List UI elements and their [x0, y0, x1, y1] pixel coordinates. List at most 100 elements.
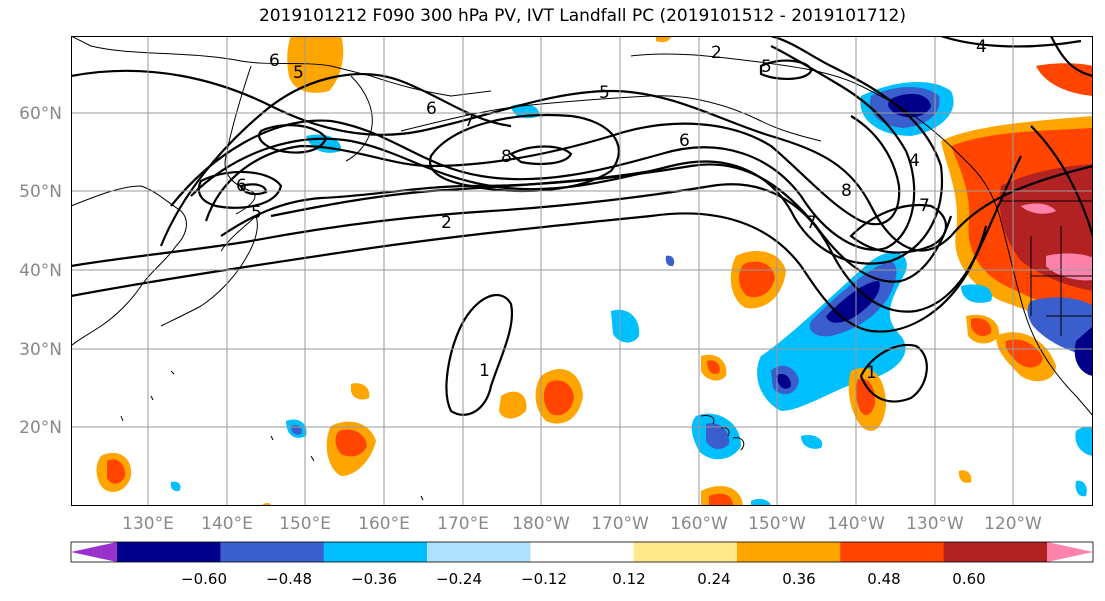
- colorbar-tick-label: −0.60: [181, 570, 227, 588]
- graticule: [71, 36, 1093, 506]
- pv-contour: [71, 183, 988, 313]
- lon-label-170e: 170°E: [437, 514, 489, 534]
- contour-label: 7: [464, 111, 475, 131]
- lat-label-50n: 50°N: [19, 182, 62, 202]
- lon-label-180w: 180°W: [512, 514, 570, 534]
- coastline-asia: [71, 36, 492, 97]
- positive-anomaly-region: [543, 380, 574, 416]
- lon-label-140e: 140°E: [201, 514, 253, 534]
- colorbar-tick-label: −0.12: [521, 570, 567, 588]
- contour-label: 5: [761, 57, 772, 77]
- positive-anomaly-region: [1046, 253, 1093, 281]
- positive-anomaly-region: [1021, 203, 1056, 214]
- contour-label: 6: [269, 51, 280, 71]
- colorbar-max-extension: [1047, 542, 1093, 562]
- colorbar-min-extension: [71, 542, 117, 562]
- pv-contours: [71, 36, 1093, 416]
- positive-anomaly-region: [335, 429, 367, 457]
- positive-anomaly-region: [707, 360, 720, 374]
- lat-label-20n: 20°N: [19, 418, 62, 438]
- negative-anomaly-region: [801, 435, 823, 449]
- colorbar-segment: [220, 542, 325, 562]
- colorbar-segment: [840, 542, 945, 562]
- lon-label-120w: 120°W: [984, 514, 1042, 534]
- positive-anomaly-region: [738, 261, 775, 298]
- colorbar: [70, 541, 1094, 563]
- pv-contour: [71, 155, 1022, 333]
- negative-anomaly-region: [888, 93, 931, 118]
- positive-anomaly-region: [971, 318, 992, 337]
- pv-contour: [428, 113, 620, 193]
- positive-anomaly-region: [958, 470, 972, 483]
- contour-label: 6: [236, 176, 247, 196]
- positive-anomaly-region: [709, 493, 733, 506]
- contour-labels: 6 5 6 7 8 5 6 7 8 2 2 4 5 6 5 1 1 4 7: [236, 37, 987, 383]
- colorbar-tick-label: 0.24: [697, 570, 731, 588]
- lon-label-150e: 150°E: [279, 514, 331, 534]
- colorbar-segment: [427, 542, 531, 562]
- contour-label: 5: [293, 63, 304, 83]
- contour-label: 7: [806, 213, 817, 233]
- colorbar-tick-label: −0.24: [436, 570, 482, 588]
- contour-label: 4: [909, 151, 920, 171]
- lat-label-30n: 30°N: [19, 340, 62, 360]
- lon-label-140w: 140°W: [827, 514, 885, 534]
- colorbar-tick-label: 0.48: [867, 570, 901, 588]
- contour-label: 1: [866, 363, 877, 383]
- pv-contour: [220, 163, 953, 283]
- pv-contour: [1050, 36, 1093, 78]
- colorbar-outline: [70, 541, 1094, 563]
- lat-label-40n: 40°N: [19, 261, 62, 281]
- colorbar-tick-label: −0.36: [351, 570, 397, 588]
- pv-contour: [1030, 125, 1093, 237]
- lon-label-170w: 170°W: [591, 514, 649, 534]
- positive-anomaly-region: [499, 391, 527, 419]
- lat-label-60n: 60°N: [19, 104, 62, 124]
- pv-contour: [197, 170, 283, 209]
- pv-contour: [258, 124, 328, 154]
- contour-label: 1: [479, 361, 490, 381]
- positive-anomaly-region: [351, 383, 370, 400]
- pv-contour: [190, 36, 943, 265]
- contour-label: 6: [679, 131, 690, 151]
- colorbar-tick-label: 0.60: [952, 570, 986, 588]
- map-title: 2019101212 F090 300 hPa PV, IVT Landfall…: [258, 6, 906, 26]
- contour-label: 7: [919, 196, 930, 216]
- lon-label-130w: 130°W: [906, 514, 964, 534]
- colorbar-segment: [323, 542, 428, 562]
- negative-anomaly-region: [826, 281, 880, 323]
- pv-contour: [849, 203, 947, 254]
- pv-contour: [508, 145, 573, 165]
- negative-anomaly-region: [170, 481, 181, 492]
- colorbar-segment: [633, 542, 738, 562]
- negative-anomaly-region: [776, 374, 791, 389]
- positive-anomaly-region: [656, 36, 671, 43]
- contour-label: 5: [251, 203, 262, 223]
- contour-label: 8: [841, 181, 852, 201]
- lon-label-130e: 130°E: [122, 514, 174, 534]
- pv-contour: [940, 36, 1082, 48]
- lon-label-160w: 160°W: [670, 514, 728, 534]
- contour-label: 4: [976, 37, 987, 57]
- pv-contour: [204, 115, 901, 226]
- negative-anomaly-region: [1074, 326, 1093, 376]
- pv-contour: [759, 59, 813, 80]
- negative-anomaly-region: [1075, 426, 1093, 456]
- contour-label: 2: [441, 213, 452, 233]
- colorbar-segment: [530, 542, 635, 562]
- lon-label-160e: 160°E: [358, 514, 410, 534]
- colorbar-segment: [117, 542, 221, 562]
- negative-anomaly-region: [611, 309, 640, 343]
- coastline-alaska: [630, 53, 1002, 222]
- lon-label-150w: 150°W: [748, 514, 806, 534]
- pv-contour: [170, 45, 916, 251]
- coastline-pacific-islands: [120, 370, 424, 501]
- coastline-hawaii: [700, 415, 745, 451]
- positive-anomaly-region: [1005, 339, 1043, 368]
- state-border: [1030, 226, 1093, 336]
- negative-anomaly-region: [961, 284, 992, 303]
- contour-label: 5: [599, 83, 610, 103]
- colorbar-tick-label: −0.48: [266, 570, 312, 588]
- negative-anomaly-region: [751, 498, 771, 506]
- pv-contour: [159, 73, 512, 247]
